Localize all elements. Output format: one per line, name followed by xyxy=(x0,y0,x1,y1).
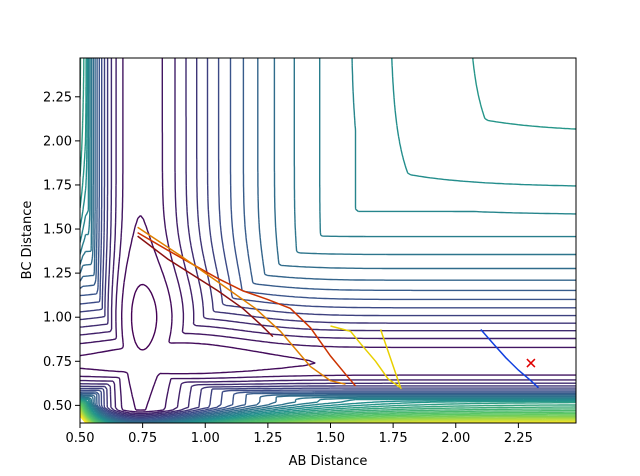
y-tick-label: 1.50 xyxy=(43,223,72,238)
contour-level xyxy=(80,58,576,423)
trajectory-line xyxy=(137,231,357,387)
x-axis-ticks: 0.50 0.75 1.00 1.25 1.50 1.75 2.00 2.25 xyxy=(66,423,533,446)
contour-level xyxy=(80,58,576,415)
y-tick-label: 2.00 xyxy=(43,134,72,149)
contour-level xyxy=(80,403,576,423)
y-tick-label: 0.50 xyxy=(43,399,72,414)
contour-level xyxy=(80,405,576,423)
y-tick-label: 1.25 xyxy=(43,267,72,282)
contour-level xyxy=(80,58,576,421)
x-tick-label: 1.00 xyxy=(191,431,220,446)
contour-level xyxy=(80,58,576,418)
trajectory-line xyxy=(480,329,539,389)
start-marker xyxy=(526,358,536,368)
trajectory-line xyxy=(137,235,274,338)
contour-level xyxy=(80,409,576,423)
contour-level xyxy=(80,58,576,423)
x-tick-label: 2.00 xyxy=(441,431,470,446)
contour-level xyxy=(80,58,576,423)
contour-level xyxy=(80,58,576,423)
y-tick-label: 1.00 xyxy=(43,311,72,326)
contour-level xyxy=(80,410,576,423)
contour-level xyxy=(80,401,576,423)
x-tick-label: 1.50 xyxy=(316,431,345,446)
x-tick-label: 1.75 xyxy=(379,431,408,446)
contour-level xyxy=(80,58,576,420)
contour-level xyxy=(80,404,576,423)
start-point-marker xyxy=(526,358,536,368)
x-tick-label: 0.50 xyxy=(66,431,95,446)
contour-level xyxy=(80,402,576,423)
contour-level xyxy=(80,58,576,423)
contour-level xyxy=(80,58,576,423)
contour-level xyxy=(80,58,576,422)
y-tick-label: 0.75 xyxy=(43,355,72,370)
x-axis-label: AB Distance xyxy=(289,454,368,469)
contour-level xyxy=(80,402,576,423)
contour-level xyxy=(80,58,576,413)
contour-level xyxy=(80,215,316,411)
contour-level xyxy=(80,407,576,423)
contour-level xyxy=(80,58,576,423)
plot-frame xyxy=(79,57,577,424)
x-tick-label: 2.25 xyxy=(504,431,533,446)
contour-level xyxy=(130,283,158,351)
y-tick-label: 1.75 xyxy=(43,178,72,193)
x-tick-label: 1.25 xyxy=(253,431,282,446)
trajectory-line xyxy=(137,226,346,385)
contour-level xyxy=(80,58,576,417)
contour-level xyxy=(80,58,576,423)
trajectory-lines xyxy=(137,226,539,390)
y-axis-label: BC Distance xyxy=(20,201,35,280)
contour-lines xyxy=(80,58,576,423)
trajectory-line xyxy=(330,325,403,390)
contour-level xyxy=(80,401,576,423)
contour-level xyxy=(80,58,576,423)
y-axis-ticks: 0.50 0.75 1.00 1.25 1.50 1.75 2.00 2.25 xyxy=(43,90,80,414)
y-tick-label: 2.25 xyxy=(43,90,72,105)
x-tick-label: 0.75 xyxy=(128,431,157,446)
